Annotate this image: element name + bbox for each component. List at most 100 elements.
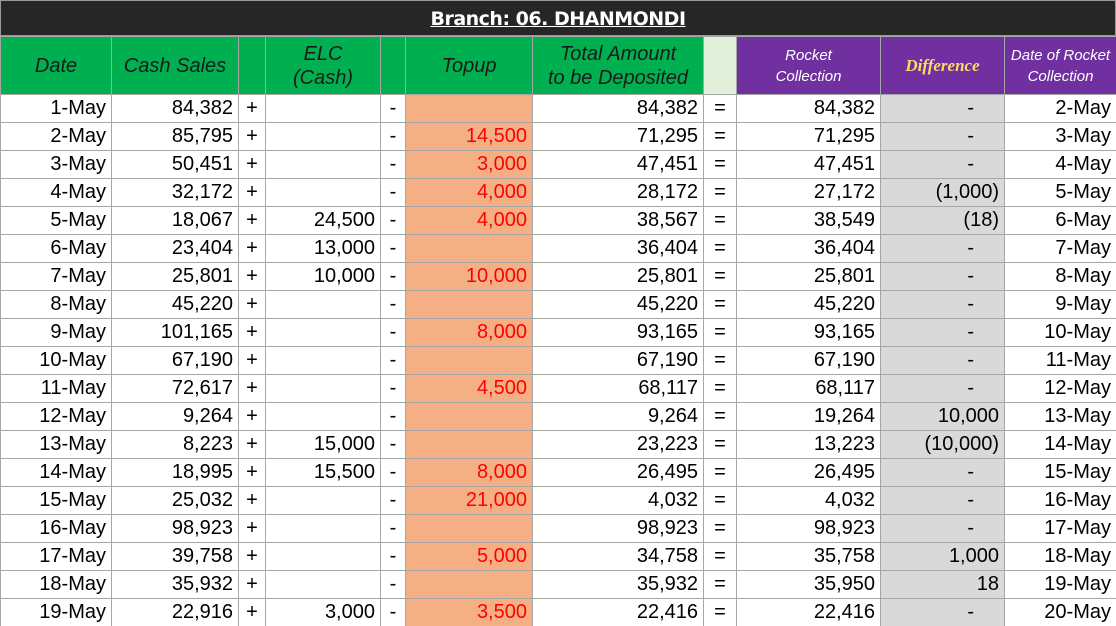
cell: 25,032	[111, 486, 239, 515]
cell: 5-May	[0, 206, 112, 235]
cell: -	[880, 122, 1005, 151]
cell: =	[703, 374, 737, 403]
cell: 13-May	[1004, 402, 1116, 431]
data-row: 17-May 39,758 + -5,000 34,758 = 35,758 1,000 18-…	[0, 542, 1116, 571]
data-row: 9-May 101,165 + -8,000 93,165 = 93,165-10-May	[0, 318, 1116, 347]
cell: 26,495	[532, 458, 704, 487]
cell: =	[703, 346, 737, 375]
cell: -	[380, 486, 406, 515]
header-row: Date Cash Sales ELC (Cash) Topup Total Amoun…	[0, 36, 1116, 95]
cell	[405, 514, 533, 543]
cell: 47,451	[736, 150, 881, 179]
cell: 67,190	[532, 346, 704, 375]
cell: 18,067	[111, 206, 239, 235]
cell: -	[880, 234, 1005, 263]
cell: 19-May	[1004, 570, 1116, 599]
data-row: 5-May 18,067 +24,500-4,000 38,567 = 38,549 (18…	[0, 206, 1116, 235]
cell: 14,500	[405, 122, 533, 151]
header-cell	[238, 36, 266, 95]
cell: 3-May	[0, 150, 112, 179]
cell	[265, 318, 381, 347]
cell: -	[380, 206, 406, 235]
data-row: 1-May 84,382 + -84,382 = 84,382-2-May	[0, 94, 1116, 123]
cell: 67,190	[736, 346, 881, 375]
cell: 34,758	[532, 542, 704, 571]
cell: 93,165	[532, 318, 704, 347]
cell: -	[880, 486, 1005, 515]
cell: =	[703, 486, 737, 515]
cell: -	[380, 318, 406, 347]
cell: 10,000	[880, 402, 1005, 431]
cell: 84,382	[736, 94, 881, 123]
cell: -	[380, 122, 406, 151]
cell: 101,165	[111, 318, 239, 347]
cell: 8,000	[405, 318, 533, 347]
cell: -	[380, 514, 406, 543]
cell: =	[703, 94, 737, 123]
cell: 23,223	[532, 430, 704, 459]
cell: +	[238, 122, 266, 151]
header-cell: Cash Sales	[111, 36, 239, 95]
cell: 21,000	[405, 486, 533, 515]
cell: 35,950	[736, 570, 881, 599]
cell: =	[703, 402, 737, 431]
cell: -	[880, 318, 1005, 347]
cell: =	[703, 290, 737, 319]
cell: -	[380, 374, 406, 403]
cell: +	[238, 598, 266, 626]
cell: 68,117	[532, 374, 704, 403]
cell: 3-May	[1004, 122, 1116, 151]
cell	[265, 290, 381, 319]
data-row: 8-May 45,220 + -45,220 = 45,220-9-May	[0, 290, 1116, 319]
cell	[265, 122, 381, 151]
cell: -	[380, 94, 406, 123]
header-cell	[703, 36, 737, 95]
cell: +	[238, 486, 266, 515]
cell: +	[238, 94, 266, 123]
cell: 50,451	[111, 150, 239, 179]
cell: (1,000)	[880, 178, 1005, 207]
cell: 98,923	[532, 514, 704, 543]
cell: 19-May	[0, 598, 112, 626]
cell: 71,295	[736, 122, 881, 151]
header-cell	[380, 36, 406, 95]
cell: -	[380, 234, 406, 263]
cell: 18	[880, 570, 1005, 599]
cell	[405, 290, 533, 319]
cell: 13,223	[736, 430, 881, 459]
cell: 4,000	[405, 206, 533, 235]
cell	[405, 94, 533, 123]
cell: 72,617	[111, 374, 239, 403]
cell: 1-May	[0, 94, 112, 123]
cell: +	[238, 290, 266, 319]
data-row: 11-May 72,617 + -4,500 68,117 = 68,117-12-May	[0, 374, 1116, 403]
cell: 45,220	[736, 290, 881, 319]
cell: 3,000	[405, 150, 533, 179]
cell: 38,567	[532, 206, 704, 235]
cell: 4-May	[1004, 150, 1116, 179]
cell: -	[880, 94, 1005, 123]
cell: +	[238, 150, 266, 179]
data-row: 2-May 85,795 + -14,500 71,295 = 71,295-3-May	[0, 122, 1116, 151]
cell: -	[380, 178, 406, 207]
cell: 3,500	[405, 598, 533, 626]
cell: +	[238, 346, 266, 375]
cell: 67,190	[111, 346, 239, 375]
cell: +	[238, 570, 266, 599]
cell: 36,404	[532, 234, 704, 263]
cell: 5,000	[405, 542, 533, 571]
data-row: 7-May 25,801 +10,000-10,000 25,801 = 25,801-8…	[0, 262, 1116, 291]
header-cell: Total Amount to be Deposited	[532, 36, 704, 95]
cell: 22,416	[532, 598, 704, 626]
cell: 38,549	[736, 206, 881, 235]
data-row: 19-May 22,916 +3,000-3,500 22,416 = 22,416-20…	[0, 598, 1116, 626]
cell: -	[380, 430, 406, 459]
cell: -	[380, 262, 406, 291]
cell: 13,000	[265, 234, 381, 263]
cell: 84,382	[111, 94, 239, 123]
cell: -	[880, 458, 1005, 487]
cell: 32,172	[111, 178, 239, 207]
cell: 15,500	[265, 458, 381, 487]
cell: 2-May	[1004, 94, 1116, 123]
